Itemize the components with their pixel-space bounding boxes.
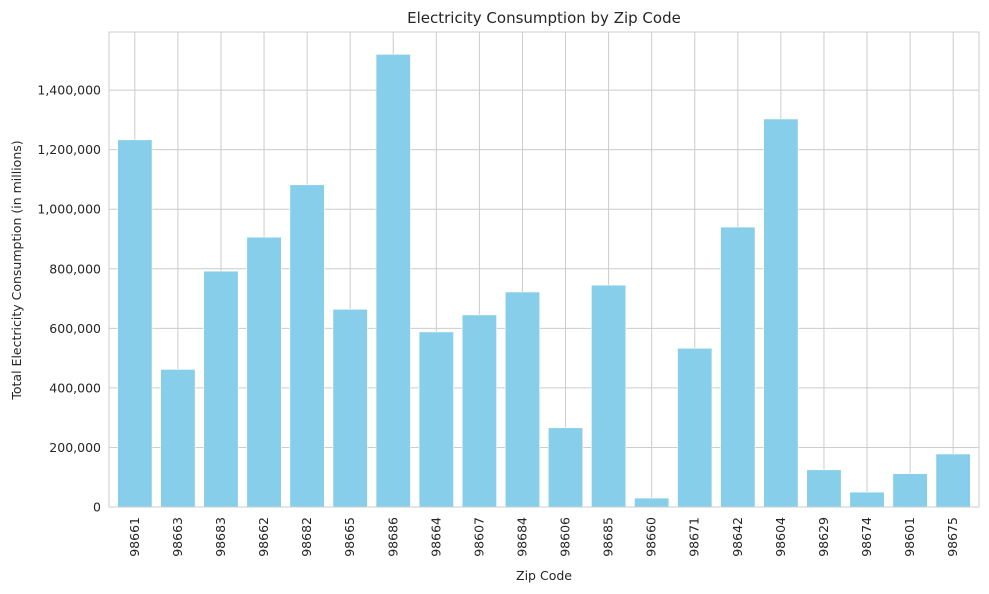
bar: [504, 291, 540, 508]
bar: [763, 118, 799, 508]
y-tick-labels: 0 200,000 400,000 600,000 800,000 1,000,000 1,…: [37, 83, 101, 515]
bar: [935, 453, 971, 508]
chart-title: Electricity Consumption by Zip Code: [407, 9, 681, 27]
x-tick-label: 98675: [945, 517, 960, 557]
x-tick-label: 98662: [256, 517, 271, 557]
x-tick-label: 98682: [299, 517, 314, 557]
y-tick-label: 1,000,000: [37, 202, 101, 217]
x-tick-label: 98685: [601, 517, 616, 557]
y-tick-label: 600,000: [49, 321, 101, 336]
plot-frame: [108, 31, 980, 508]
bar: [849, 491, 885, 508]
y-tick-label: 800,000: [49, 261, 101, 276]
y-tick-label: 200,000: [49, 440, 101, 455]
bar: [117, 139, 153, 508]
bar: [246, 236, 282, 508]
bar: [461, 314, 497, 508]
x-tick-label: 98661: [127, 517, 142, 557]
bars: [117, 54, 971, 508]
y-tick-label: 400,000: [49, 380, 101, 395]
y-tick-label: 1,400,000: [37, 83, 101, 98]
x-tick-label: 98642: [730, 517, 745, 557]
bar: [375, 54, 411, 508]
x-tick-label: 98683: [213, 517, 228, 557]
y-tick-label: 1,200,000: [37, 142, 101, 157]
bar: [720, 226, 756, 508]
bar: [289, 184, 325, 508]
bar: [892, 473, 928, 508]
bar: [634, 497, 670, 508]
bar: [203, 270, 239, 508]
bar: [418, 331, 454, 508]
x-axis-label: Zip Code: [516, 568, 572, 583]
y-axis-label: Total Electricity Consumption (in millio…: [9, 140, 24, 400]
x-tick-label: 98671: [687, 517, 702, 557]
x-tick-label: 98663: [170, 517, 185, 557]
x-tick-label: 98660: [644, 517, 659, 557]
x-tick-label: 98665: [342, 517, 357, 557]
grid-lines: [109, 32, 979, 508]
x-tick-label: 98601: [902, 517, 917, 557]
x-tick-label: 98606: [558, 517, 573, 557]
bar: [806, 469, 842, 508]
x-tick-label: 98686: [385, 517, 400, 557]
x-tick-label: 98607: [471, 517, 486, 557]
x-tick-label: 98664: [428, 517, 443, 557]
x-tick-label: 98629: [816, 517, 831, 557]
bar: [548, 427, 584, 508]
x-tick-label: 98684: [514, 517, 529, 557]
x-tick-label: 98674: [859, 517, 874, 557]
bar: [591, 284, 627, 508]
plot-border: [108, 31, 980, 508]
bar: [332, 308, 368, 508]
bar: [160, 369, 196, 508]
y-tick-label: 0: [93, 500, 101, 515]
x-tick-label: 98604: [773, 517, 788, 557]
bar: [677, 347, 713, 508]
x-tick-labels: 98661 98663 98683 98662 98682 98665 98686 98664…: [127, 517, 960, 557]
